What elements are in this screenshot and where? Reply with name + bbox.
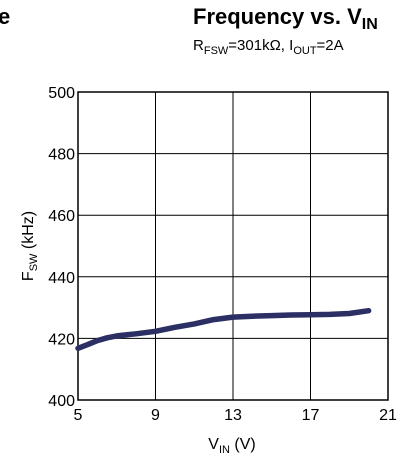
x-tick-label: 21	[379, 407, 397, 424]
plot-frame	[77, 91, 389, 401]
x-tick-label: 5	[74, 407, 83, 424]
y-tick-label: 500	[48, 85, 75, 102]
x-axis-label: VIN (V)	[208, 436, 255, 456]
grid-lines	[78, 92, 388, 400]
left-cut-off-label: e	[0, 4, 10, 29]
y-tick-label: 460	[48, 208, 75, 225]
x-tick-labels: 5 9 13 17 21	[74, 407, 397, 424]
y-axis-label: FSW (kHz)	[20, 211, 40, 281]
series-line	[75, 307, 372, 352]
y-tick-label: 400	[48, 393, 75, 410]
y-tick-label: 420	[48, 331, 75, 348]
y-tick-label: 480	[48, 147, 75, 164]
x-tick-label: 17	[302, 407, 320, 424]
y-tick-labels: 400 420 440 460 480 500	[48, 85, 75, 410]
chart-subtitle: RFSW=301kΩ, IOUT=2A	[193, 37, 344, 57]
y-tick-label: 440	[48, 270, 75, 287]
x-tick-label: 13	[224, 407, 242, 424]
chart-title: Frequency vs. VIN	[193, 4, 378, 33]
x-tick-label: 9	[151, 407, 160, 424]
